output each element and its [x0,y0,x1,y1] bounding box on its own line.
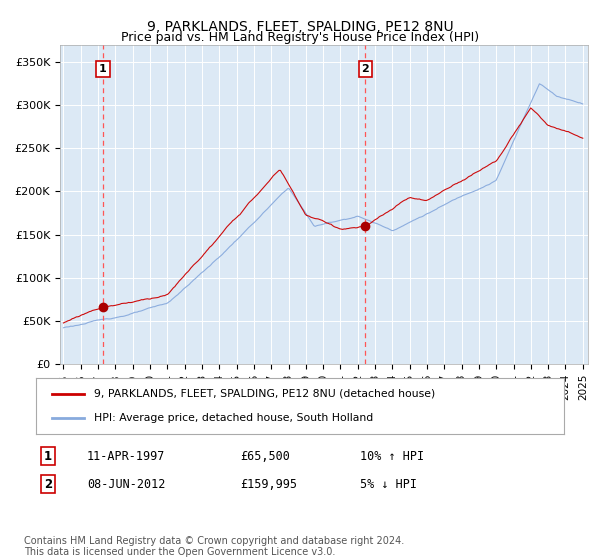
Text: 2: 2 [361,64,369,74]
Text: 1: 1 [99,64,107,74]
Text: 9, PARKLANDS, FLEET, SPALDING, PE12 8NU (detached house): 9, PARKLANDS, FLEET, SPALDING, PE12 8NU … [94,389,436,399]
Text: HPI: Average price, detached house, South Holland: HPI: Average price, detached house, Sout… [94,413,373,423]
Text: 9, PARKLANDS, FLEET, SPALDING, PE12 8NU: 9, PARKLANDS, FLEET, SPALDING, PE12 8NU [146,20,454,34]
Text: 11-APR-1997: 11-APR-1997 [87,450,166,463]
Text: 2: 2 [44,478,52,491]
Text: Contains HM Land Registry data © Crown copyright and database right 2024.
This d: Contains HM Land Registry data © Crown c… [24,535,404,557]
Text: Price paid vs. HM Land Registry's House Price Index (HPI): Price paid vs. HM Land Registry's House … [121,31,479,44]
Text: £159,995: £159,995 [240,478,297,491]
Text: 5% ↓ HPI: 5% ↓ HPI [360,478,417,491]
Text: 10% ↑ HPI: 10% ↑ HPI [360,450,424,463]
Text: 08-JUN-2012: 08-JUN-2012 [87,478,166,491]
Text: 1: 1 [44,450,52,463]
Text: £65,500: £65,500 [240,450,290,463]
